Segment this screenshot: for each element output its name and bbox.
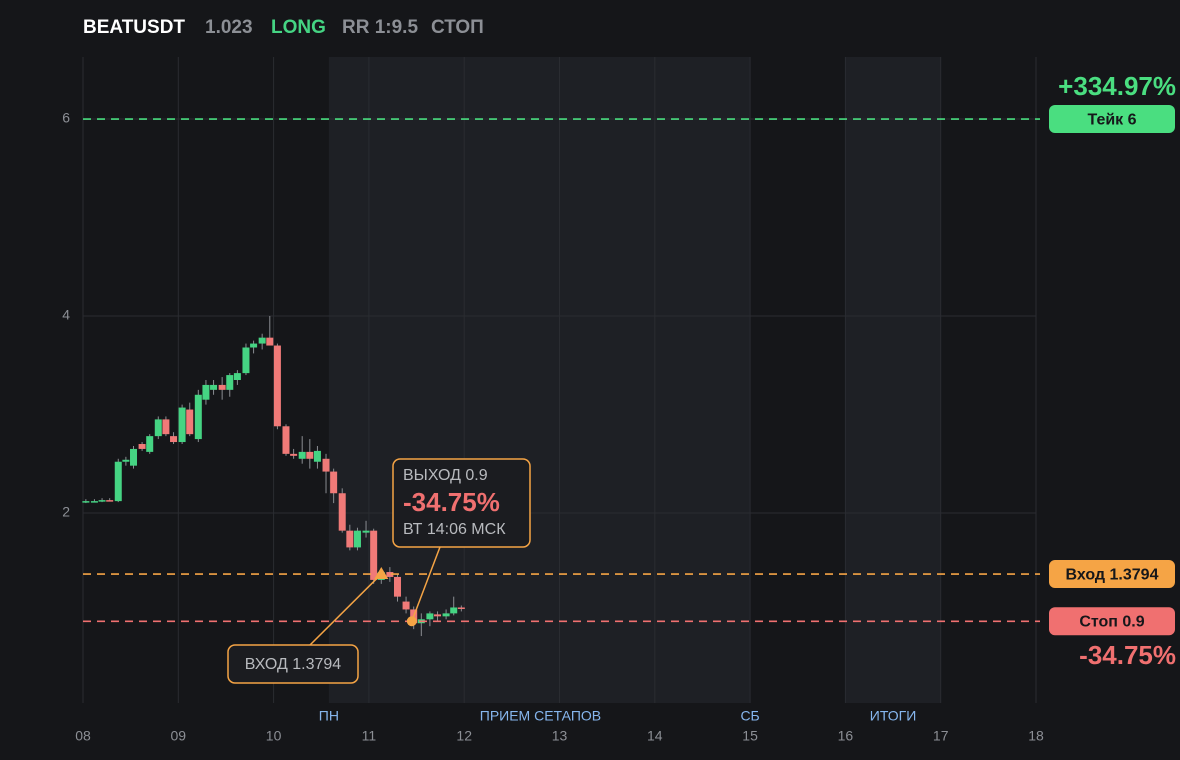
symbol: BEATUSDT (83, 17, 185, 38)
candle-body (226, 375, 234, 390)
x-tick-label: 17 (933, 728, 949, 744)
x-tick-label: 14 (647, 728, 663, 744)
candle-body (362, 530, 370, 533)
candle-body (370, 530, 378, 580)
candle-body (426, 613, 434, 620)
candle-body (138, 444, 146, 449)
session-band (845, 57, 941, 703)
level-tag (1049, 560, 1175, 589)
candle-body (218, 384, 226, 390)
candle-body (298, 451, 306, 459)
exit-title: ВЫХОД 0.9 (403, 467, 488, 484)
exit-marker (406, 616, 417, 627)
y-tick-label: 2 (62, 504, 70, 520)
level-tag-label: Стоп 0.9 (1079, 613, 1144, 630)
candle-body (233, 373, 241, 380)
candle-body (178, 407, 186, 443)
level-tag-label: Тейк 6 (1087, 111, 1136, 128)
session-label: ПН (319, 708, 339, 724)
x-tick-label: 10 (266, 728, 282, 744)
candle-body (170, 436, 178, 443)
entry-callout-label: ВХОД 1.3794 (245, 656, 342, 673)
candle-body (130, 448, 138, 466)
candle-body (194, 394, 202, 440)
x-tick-label: 16 (838, 728, 854, 744)
candle-body (353, 530, 361, 548)
bands (328, 57, 941, 703)
marks (82, 118, 1040, 637)
candle-body (322, 458, 330, 472)
session-label: ПРИЕМ СЕТАПОВ (480, 708, 601, 724)
level-pct: -34.75% (1079, 640, 1176, 670)
candle-body (186, 409, 194, 435)
side: LONG (271, 17, 326, 38)
entry-marker (374, 567, 389, 580)
candle-body (98, 500, 106, 502)
session-label: ИТОГИ (870, 708, 917, 724)
candle-body (386, 572, 394, 577)
candle-body (90, 501, 98, 503)
candle-body (273, 345, 281, 427)
level-tag (1049, 105, 1175, 134)
entry-callout (227, 644, 359, 684)
candle-body (450, 607, 458, 614)
x-tick-label: 15 (742, 728, 758, 744)
candle-body (330, 471, 338, 494)
candle-body (242, 347, 250, 374)
candle-body (346, 530, 354, 548)
exit-pct: -34.75% (403, 487, 500, 517)
exit-time: ВТ 14:06 МСК (403, 521, 506, 538)
candle-body (114, 461, 122, 502)
session-label: СБ (740, 708, 759, 724)
exit-callout (392, 458, 531, 548)
rr: RR 1:9.5 (342, 17, 418, 38)
candle-body (313, 450, 321, 462)
x-tick-label: 13 (552, 728, 568, 744)
x-tick-label: 11 (362, 728, 377, 744)
candle-body (202, 384, 210, 400)
candle-body (338, 493, 346, 531)
x-tick-label: 18 (1028, 728, 1044, 744)
x-tick-label: 08 (75, 728, 91, 744)
candle-body (442, 613, 450, 617)
candle-body (122, 459, 130, 462)
y-tick-label: 4 (62, 307, 70, 323)
x-tick-label: 12 (456, 728, 472, 744)
entry-connector (309, 573, 382, 646)
candle-body (146, 436, 154, 452)
price: 1.023 (205, 17, 253, 38)
candle-body (82, 501, 90, 503)
candle-body (106, 500, 114, 502)
session-band (328, 57, 751, 703)
y-tick-label: 6 (62, 110, 70, 126)
candle-body (210, 384, 218, 390)
candle-body (282, 426, 290, 454)
candle-body (434, 614, 442, 617)
candle-body (290, 453, 298, 456)
level-tag (1049, 607, 1175, 636)
candle-body (402, 601, 410, 610)
candle-body (306, 451, 314, 459)
candle-body (393, 576, 401, 597)
status: СТОП (431, 17, 484, 38)
candle-body (162, 419, 170, 435)
exit-connector (411, 546, 441, 622)
candle-body (154, 419, 162, 437)
candle-body (457, 607, 465, 609)
candle-body (250, 343, 258, 348)
candle-body (266, 337, 274, 346)
level-tag-label: Вход 1.3794 (1066, 566, 1159, 583)
x-tick-label: 09 (171, 728, 187, 744)
candle-body (258, 337, 266, 344)
level-pct: +334.97% (1058, 71, 1176, 101)
